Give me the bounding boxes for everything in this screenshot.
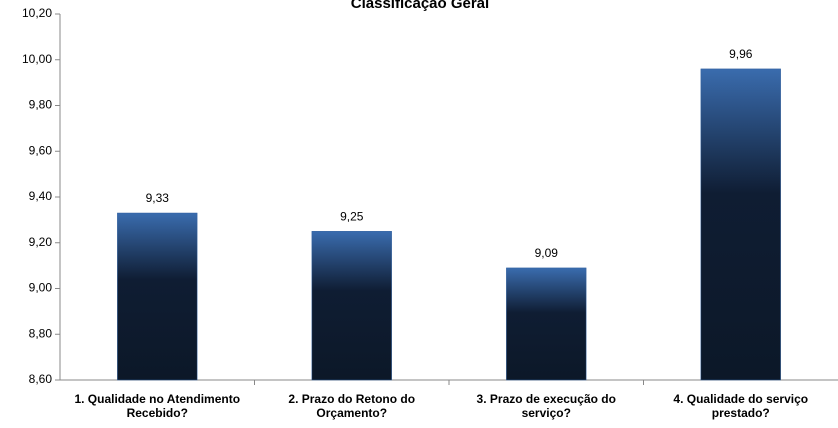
y-tick-label: 10,20 [22, 6, 52, 20]
value-label: 9,33 [146, 191, 170, 205]
y-tick-label: 9,60 [29, 143, 53, 157]
chart-title: Classificação Geral [351, 0, 489, 12]
y-tick-label: 9,40 [29, 189, 53, 203]
y-tick-label: 9,20 [29, 235, 53, 249]
x-tick-label: 3. Prazo de execução do serviço? [476, 392, 616, 420]
value-label: 9,25 [340, 209, 364, 223]
bar [117, 212, 198, 381]
bar [311, 231, 392, 381]
y-tick-label: 9,80 [29, 98, 53, 112]
bar [506, 267, 587, 381]
x-tick-label: 4. Qualidade do serviço prestado? [673, 392, 809, 420]
y-tick-label: 9,00 [29, 281, 53, 295]
x-tick-label: 2. Prazo do Retono do Orçamento? [288, 392, 416, 420]
y-tick-label: 8,80 [29, 326, 53, 340]
bar [700, 68, 781, 381]
value-label: 9,09 [535, 246, 559, 260]
x-tick-label: 1. Qualidade no Atendimento Recebido? [74, 392, 241, 420]
y-tick-label: 10,00 [22, 52, 52, 66]
y-tick-label: 8,60 [29, 372, 53, 386]
value-label: 9,96 [729, 47, 753, 61]
